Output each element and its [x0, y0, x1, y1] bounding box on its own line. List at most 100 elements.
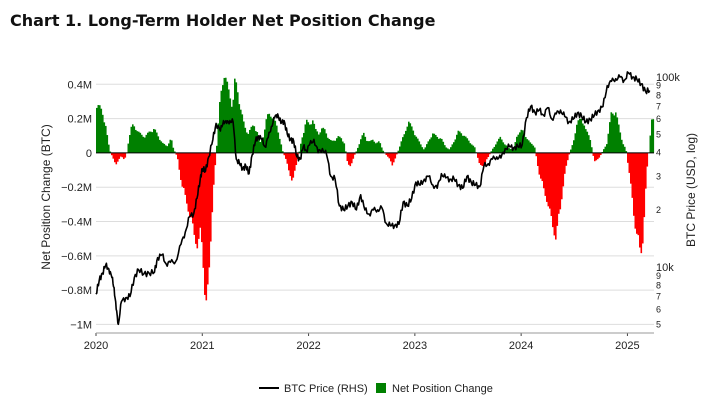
net-position-bar-positive — [432, 133, 434, 153]
net-position-bar-positive — [231, 106, 233, 153]
net-position-bar-positive — [318, 134, 320, 153]
axes: 0.4M 0.2M 0 −0.2M −0.4M −0.6M −0.8M −1M 2020 2021… — [61, 72, 680, 352]
net-position-bar-negative — [567, 152, 569, 161]
net-position-bar-positive — [457, 130, 460, 153]
net-position-bar-positive — [138, 131, 140, 153]
net-position-bar-negative — [177, 152, 179, 160]
net-position-bar-positive — [229, 98, 232, 153]
net-position-bar-positive — [517, 134, 520, 153]
net-position-bar-positive — [615, 112, 617, 153]
net-position-bar-positive — [243, 121, 245, 153]
net-position-bar-positive — [105, 125, 107, 153]
net-position-bar-negative — [181, 152, 184, 187]
net-position-bar-positive — [498, 138, 500, 153]
net-position-bar-negative — [195, 152, 197, 244]
net-position-bar-positive — [327, 137, 329, 153]
net-position-bar-negative — [600, 152, 602, 156]
net-position-bar-negative — [388, 152, 391, 159]
net-position-bar-positive — [528, 140, 530, 153]
legend-area-label: Net Position Change — [392, 383, 493, 395]
net-position-bar-positive — [96, 107, 98, 153]
net-position-bar-positive — [378, 141, 380, 153]
right-minor-tick-label: 7 — [656, 101, 661, 111]
net-position-bar-positive — [381, 147, 383, 153]
net-position-bar-positive — [621, 139, 623, 153]
net-position-bar-negative — [642, 152, 644, 244]
net-position-bar-positive — [420, 144, 422, 153]
net-position-bar-negative — [538, 152, 541, 175]
net-position-bar-positive — [397, 150, 400, 153]
net-position-bar-negative — [346, 152, 349, 162]
net-position-bar-positive — [358, 144, 361, 153]
net-position-bar-positive — [247, 133, 250, 153]
net-position-bar-positive — [469, 143, 472, 153]
net-position-bar-positive — [382, 150, 385, 153]
net-position-bar-positive — [148, 131, 151, 153]
net-position-bar-negative — [213, 152, 215, 185]
net-position-bar-positive — [130, 126, 133, 153]
net-position-bar-negative — [595, 152, 598, 161]
net-position-bar-positive — [618, 124, 620, 153]
right-minor-tick-label: 8 — [656, 281, 661, 291]
net-position-bar-positive — [156, 132, 158, 153]
net-position-bar-positive — [276, 125, 278, 153]
net-position-bar-positive — [139, 132, 142, 153]
net-position-bar-positive — [583, 125, 586, 153]
net-position-bar-negative — [633, 152, 635, 216]
net-position-bar-negative — [639, 152, 641, 248]
net-position-bar-negative — [393, 152, 395, 163]
net-position-bar-negative — [537, 152, 539, 167]
net-position-bar-negative — [295, 152, 298, 166]
net-position-bar-negative — [628, 152, 631, 173]
legend: BTC Price (RHS) Net Position Change — [259, 383, 493, 395]
net-position-bar-positive — [441, 138, 443, 153]
net-position-bar-positive — [499, 136, 502, 153]
net-position-bar-positive — [97, 105, 100, 153]
net-position-bar-positive — [406, 126, 409, 153]
net-position-bar-positive — [372, 139, 374, 153]
net-position-bar-positive — [310, 124, 313, 153]
net-position-bar-positive — [510, 149, 512, 153]
net-position-bar-positive — [309, 124, 311, 153]
net-position-bar-negative — [477, 152, 479, 158]
net-position-bar-positive — [444, 145, 446, 153]
net-position-bar-negative — [543, 152, 545, 189]
net-position-bar-negative — [283, 152, 286, 156]
net-position-bar-positive — [496, 141, 499, 153]
net-position-bar-positive — [606, 144, 608, 153]
net-position-bar-negative — [211, 152, 214, 213]
net-position-bar-positive — [172, 147, 175, 153]
net-position-bar-positive — [571, 145, 574, 153]
net-position-bar-negative — [205, 152, 208, 301]
net-position-bar-negative — [118, 152, 121, 159]
net-position-bar-negative — [192, 152, 194, 224]
net-position-bar-negative — [483, 152, 485, 167]
net-position-bar-positive — [652, 119, 655, 153]
net-position-bar-negative — [553, 152, 556, 236]
net-position-bar-positive — [573, 140, 575, 153]
net-position-bar-positive — [303, 132, 305, 153]
net-position-bar-positive — [234, 78, 236, 153]
net-position-bar-positive — [132, 124, 134, 153]
net-position-bar-positive — [582, 123, 584, 153]
net-position-bar-positive — [340, 138, 343, 153]
net-position-bar-negative — [196, 152, 199, 249]
net-position-bar-negative — [180, 152, 182, 180]
net-position-bar-negative — [486, 152, 488, 160]
net-position-bar-negative — [286, 152, 289, 164]
net-position-bar-positive — [157, 136, 160, 153]
net-position-bar-positive — [442, 141, 445, 153]
net-position-bar-positive — [238, 104, 241, 153]
net-position-bar-positive — [265, 119, 268, 153]
net-position-bar-positive — [531, 143, 533, 153]
net-position-bar-positive — [459, 131, 461, 153]
net-position-bar-positive — [435, 135, 437, 153]
net-position-bar-positive — [142, 136, 145, 153]
net-position-bar-positive — [370, 140, 373, 153]
net-position-bar-negative — [544, 152, 547, 196]
net-position-bar-positive — [151, 132, 154, 153]
net-position-bar-positive — [534, 147, 536, 153]
net-position-bar-positive — [298, 151, 301, 153]
net-position-bar-positive — [471, 144, 473, 153]
net-position-bar-negative — [550, 152, 553, 217]
